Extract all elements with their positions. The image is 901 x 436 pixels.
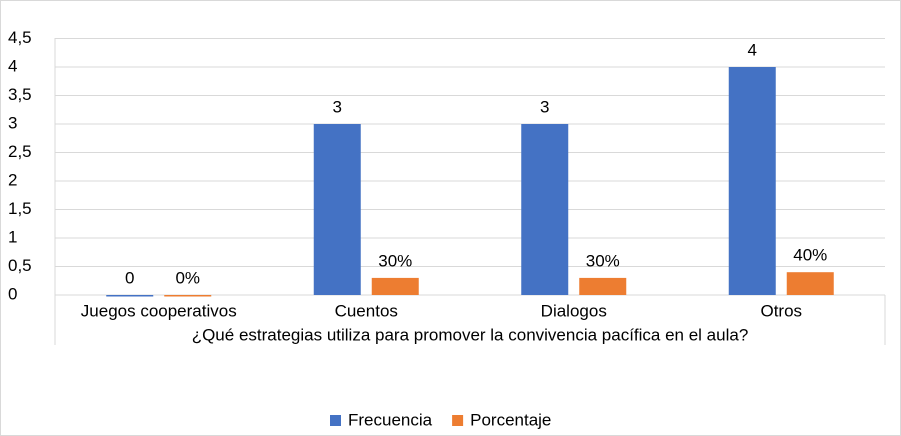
y-tick-label: 1 bbox=[8, 227, 17, 246]
legend-swatch bbox=[330, 415, 341, 426]
y-tick-label: 3,5 bbox=[8, 85, 32, 104]
bar bbox=[786, 272, 834, 295]
data-label: 30% bbox=[378, 251, 412, 270]
x-axis-title: ¿Qué estrategias utiliza para promover l… bbox=[192, 325, 749, 344]
data-label: 4 bbox=[748, 40, 757, 59]
bar bbox=[313, 124, 361, 295]
data-label: 0% bbox=[175, 268, 200, 287]
data-label: 30% bbox=[586, 251, 620, 270]
y-tick-label: 2,5 bbox=[8, 142, 32, 161]
data-label: 3 bbox=[540, 97, 549, 116]
data-label: 40% bbox=[793, 246, 827, 265]
bar bbox=[164, 295, 212, 297]
bar bbox=[579, 277, 627, 295]
legend-label: Porcentaje bbox=[470, 410, 551, 429]
y-tick-label: 0 bbox=[8, 284, 17, 303]
bar bbox=[371, 277, 419, 295]
y-tick-label: 0,5 bbox=[8, 256, 32, 275]
y-tick-label: 3 bbox=[8, 113, 17, 132]
x-tick-label: Cuentos bbox=[335, 301, 398, 320]
data-label: 0 bbox=[125, 268, 134, 287]
x-tick-label: Dialogos bbox=[541, 301, 607, 320]
data-label: 3 bbox=[333, 97, 342, 116]
x-tick-label: Juegos cooperativos bbox=[81, 301, 237, 320]
y-tick-label: 2 bbox=[8, 170, 17, 189]
y-tick-label: 4 bbox=[8, 56, 17, 75]
x-tick-label: Otros bbox=[760, 301, 802, 320]
bar bbox=[728, 67, 776, 295]
y-tick-label: 4,5 bbox=[8, 28, 32, 47]
y-tick-label: 1,5 bbox=[8, 199, 32, 218]
legend-swatch bbox=[452, 415, 464, 426]
bar bbox=[521, 124, 569, 295]
bar bbox=[106, 295, 154, 297]
legend-label: Frecuencia bbox=[348, 410, 433, 429]
